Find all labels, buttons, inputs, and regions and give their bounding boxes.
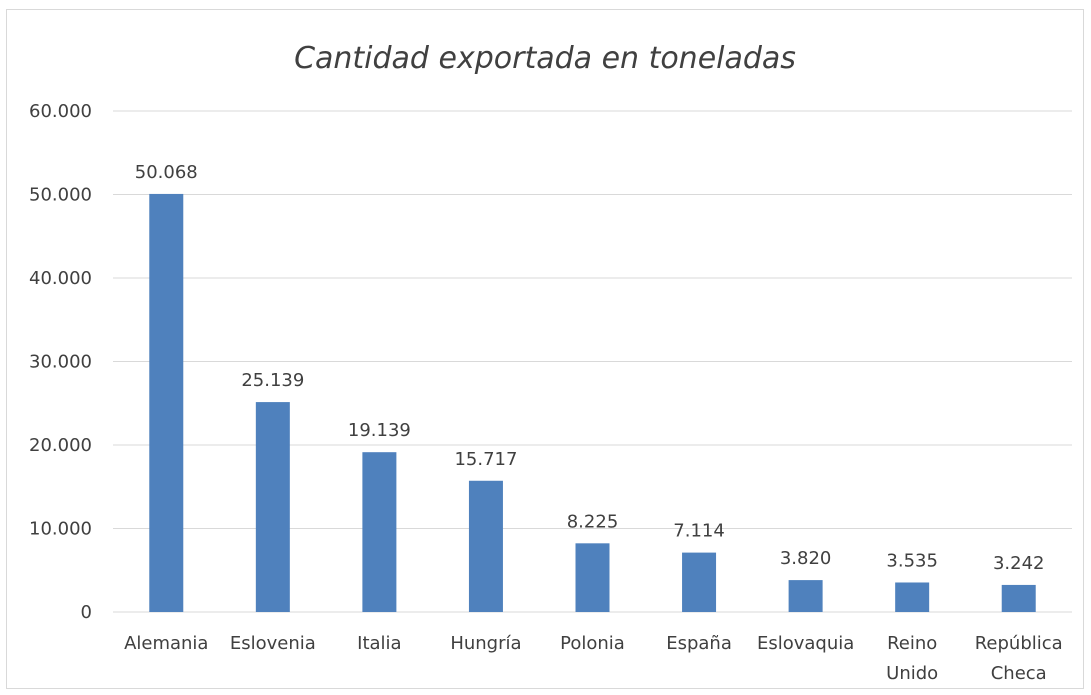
bar-value-label: 25.139 xyxy=(241,370,304,391)
bar-value-label: 3.535 xyxy=(886,550,938,571)
chart-title: Cantidad exportada en toneladas xyxy=(294,41,796,76)
bar xyxy=(788,580,823,612)
y-tick-label: 20.000 xyxy=(29,435,92,456)
bar-value-label: 3.820 xyxy=(780,548,832,569)
bar xyxy=(149,193,184,613)
x-category-label: Unido xyxy=(886,663,938,684)
x-category-label: Reino xyxy=(887,633,937,654)
y-tick-label: 0 xyxy=(81,602,92,623)
bar xyxy=(362,452,397,612)
bar xyxy=(895,582,930,612)
y-tick-label: 60.000 xyxy=(29,101,92,122)
x-category-label: Checa xyxy=(991,663,1047,684)
bar-value-label: 15.717 xyxy=(454,449,517,470)
bar-value-label: 7.114 xyxy=(673,521,725,542)
x-category-label: República xyxy=(975,633,1063,654)
bar-value-label: 3.242 xyxy=(993,553,1045,574)
x-category-label: Alemania xyxy=(124,633,208,654)
bar-value-label: 8.225 xyxy=(567,511,619,532)
bar xyxy=(255,402,290,612)
x-category-label: Polonia xyxy=(560,633,625,654)
bar xyxy=(682,552,717,612)
chart-frame xyxy=(6,9,1084,689)
x-category-label: Eslovaquia xyxy=(757,633,854,654)
x-category-label: Eslovenia xyxy=(230,633,316,654)
bar xyxy=(1001,584,1036,612)
y-tick-label: 50.000 xyxy=(29,185,92,206)
x-category-label: España xyxy=(666,633,732,654)
y-tick-label: 10.000 xyxy=(29,519,92,540)
bar-value-label: 50.068 xyxy=(135,162,198,183)
y-tick-label: 30.000 xyxy=(29,352,92,373)
bar xyxy=(575,543,610,612)
value-labels: 50.068 25.139 19.139 15.717 8.225 7.114 3.820 3… xyxy=(135,162,1045,574)
x-category-label: Italia xyxy=(357,633,401,654)
bar xyxy=(468,480,503,612)
x-axis-categories: Alemania Eslovenia Italia Hungría Polonia Esp… xyxy=(124,633,1063,684)
y-tick-label: 40.000 xyxy=(29,268,92,289)
x-category-label: Hungría xyxy=(450,633,521,654)
bars xyxy=(149,193,1036,613)
bar-value-label: 19.139 xyxy=(348,420,411,441)
y-axis-ticks: 0 10.000 20.000 30.000 40.000 50.000 60.000 xyxy=(29,101,92,623)
